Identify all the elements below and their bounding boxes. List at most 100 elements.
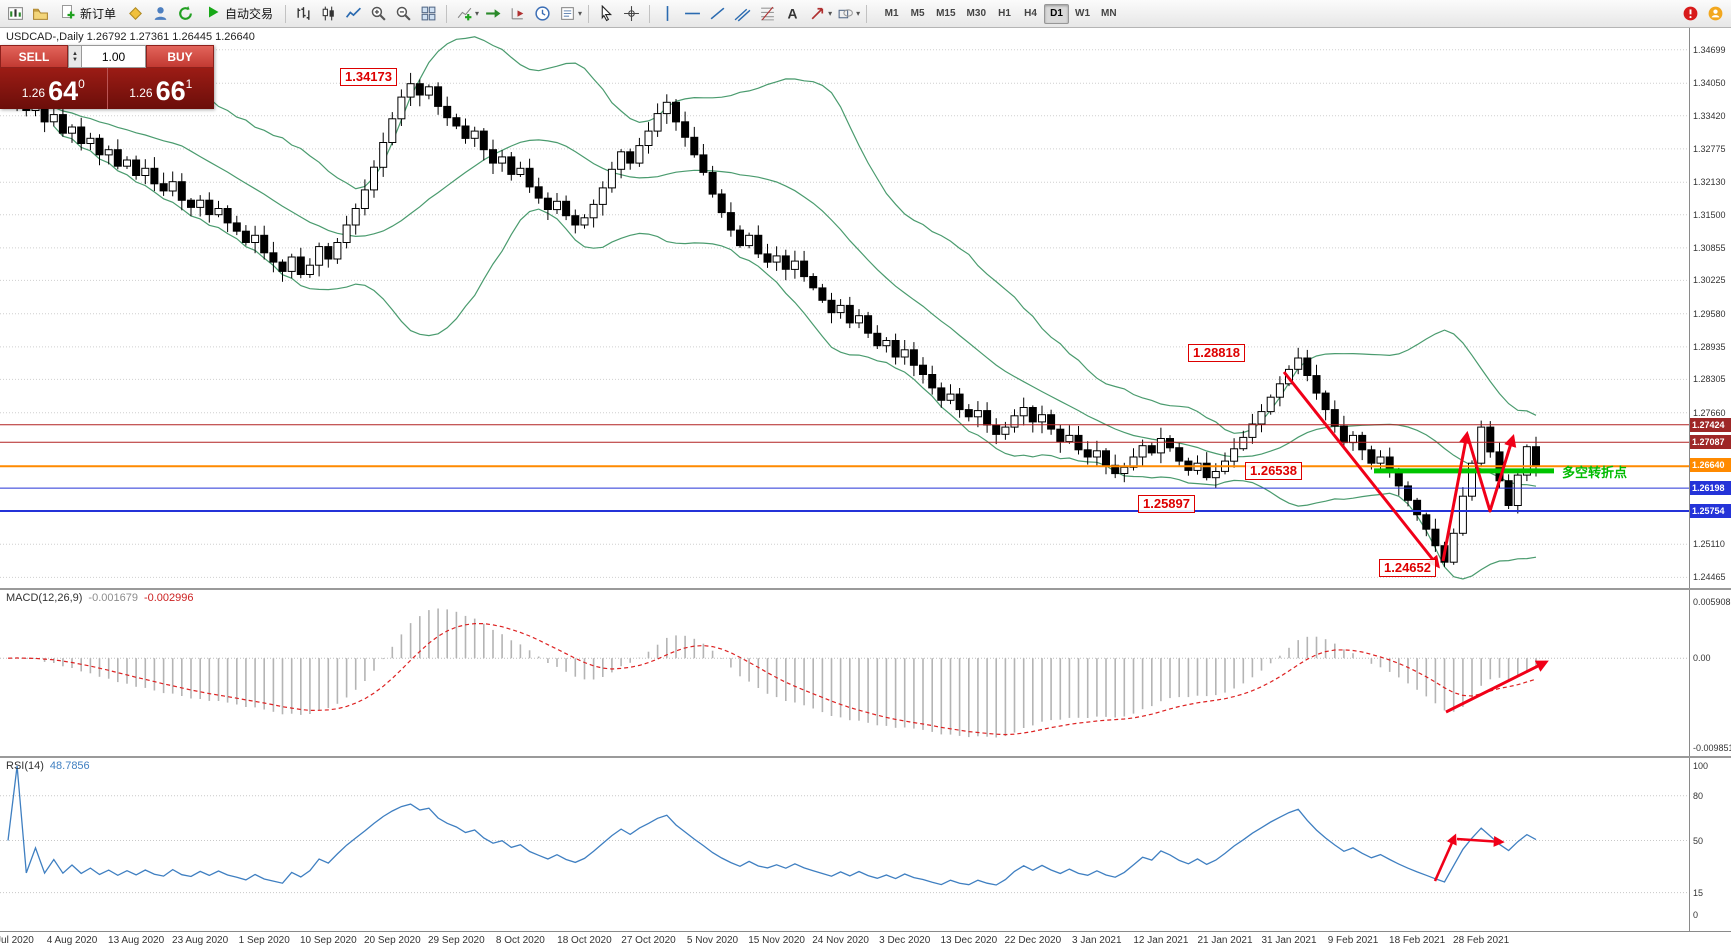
price-axis-tag: 1.27087 xyxy=(1690,435,1731,450)
arrows-dropdown-caret[interactable]: ▾ xyxy=(828,9,833,18)
macd-value: -0.001679 xyxy=(88,592,138,604)
account-icon[interactable] xyxy=(1704,3,1727,25)
timeframe-mn[interactable]: MN xyxy=(1101,8,1117,19)
macd-axis-label: 0.005908 xyxy=(1693,597,1731,607)
rsi-value: 48.7856 xyxy=(49,760,90,772)
time-axis-label: 4 Aug 2020 xyxy=(46,935,98,946)
timeframe-m5[interactable]: M5 xyxy=(910,8,925,19)
vertical-line-icon[interactable] xyxy=(656,3,679,25)
lot-up-icon[interactable]: ▲ xyxy=(72,50,78,57)
bollinger-bands xyxy=(53,36,1537,580)
time-axis-label: 26 Jul 2020 xyxy=(0,935,34,946)
bar-chart-icon[interactable] xyxy=(292,3,315,25)
price-callout[interactable]: 1.26538 xyxy=(1245,461,1302,480)
price-callout[interactable]: 1.24652 xyxy=(1379,558,1436,577)
time-axis-label: 29 Sep 2020 xyxy=(427,935,485,946)
price-axis[interactable]: 1.34699 1.34050 1.33420 1.32775 1.32130 1.315… xyxy=(1689,28,1731,588)
new-chart-icon[interactable] xyxy=(4,3,27,25)
timeframe-h4[interactable]: H4 xyxy=(1024,8,1037,19)
lot-input[interactable] xyxy=(82,46,145,67)
fibonacci-icon[interactable] xyxy=(756,3,779,25)
price-axis-label: 1.29580 xyxy=(1693,308,1726,319)
line-chart-icon[interactable] xyxy=(342,3,365,25)
price-callout[interactable]: 1.25897 xyxy=(1138,494,1195,513)
templates-dropdown-caret[interactable]: ▾ xyxy=(578,9,583,18)
macd-arrow[interactable] xyxy=(1445,660,1549,714)
macd-name: MACD(12,26,9) xyxy=(6,592,83,604)
templates-icon[interactable] xyxy=(556,3,579,25)
lot-stepper[interactable]: ▲ ▼ xyxy=(68,45,82,68)
candlestick-chart-icon[interactable] xyxy=(317,3,340,25)
arrows-tool-icon[interactable] xyxy=(806,3,829,25)
toolbar-separator xyxy=(866,4,868,23)
cursor-icon[interactable] xyxy=(595,3,618,25)
time-axis[interactable]: 26 Jul 2020 4 Aug 2020 13 Aug 2020 23 Aug 2… xyxy=(0,931,1731,950)
sell-price-prefix: 1.26 xyxy=(21,86,46,100)
shapes-icon[interactable] xyxy=(834,3,857,25)
price-axis-label: 1.32775 xyxy=(1693,143,1726,154)
price-callout[interactable]: 1.28818 xyxy=(1188,344,1245,362)
lot-down-icon[interactable]: ▼ xyxy=(72,56,78,63)
price-axis-label: 1.28305 xyxy=(1693,374,1726,385)
rsi-axis[interactable]: 100 80 50 15 0 xyxy=(1689,758,1731,931)
rsi-name: RSI(14) xyxy=(6,760,44,772)
main-chart-panel: USDCAD-,Daily 1.26792 1.27361 1.26445 1.… xyxy=(0,28,1731,590)
timeframe-w1[interactable]: W1 xyxy=(1075,8,1090,19)
crosshair-icon[interactable] xyxy=(620,3,643,25)
text-tool-icon[interactable]: A xyxy=(781,3,804,25)
timeframe-m15[interactable]: M15 xyxy=(936,8,956,19)
time-axis-label: 8 Oct 2020 xyxy=(495,935,545,946)
timeframe-m1[interactable]: M1 xyxy=(884,8,899,19)
time-axis-label: 31 Jan 2021 xyxy=(1261,935,1317,946)
grid-lines xyxy=(0,49,1689,578)
auto-scroll-icon[interactable] xyxy=(481,3,504,25)
clock-icon[interactable] xyxy=(531,3,554,25)
rsi-axis-label: 100 xyxy=(1693,761,1709,771)
buy-button[interactable]: BUY xyxy=(146,45,214,68)
macd-axis[interactable]: 0.005908 0.00 -0.009851 xyxy=(1689,590,1731,756)
alert-icon[interactable] xyxy=(1679,3,1702,25)
trend-arrows[interactable] xyxy=(1282,371,1517,569)
sell-button[interactable]: SELL xyxy=(0,45,68,68)
rsi-arrows[interactable] xyxy=(1433,833,1505,882)
navigator-icon[interactable] xyxy=(149,3,172,25)
price-axis-tag: 1.25754 xyxy=(1690,504,1731,518)
horizontal-level-lines[interactable] xyxy=(0,424,1689,512)
time-axis-label: 5 Nov 2020 xyxy=(686,935,739,946)
autotrading-button[interactable]: 自动交易 xyxy=(199,3,279,25)
time-axis-label: 27 Oct 2020 xyxy=(621,935,676,946)
time-axis-label: 13 Aug 2020 xyxy=(108,935,165,946)
toolbar-separator xyxy=(588,4,590,23)
tile-windows-icon[interactable] xyxy=(417,3,440,25)
rsi-axis-label: 0 xyxy=(1693,910,1699,920)
rsi-line xyxy=(7,765,1537,886)
rsi-label: RSI(14) 48.7856 xyxy=(6,760,90,772)
buy-price-big: 66 xyxy=(155,76,186,106)
timeframe-m30[interactable]: M30 xyxy=(966,8,986,19)
price-callout[interactable]: 1.34173 xyxy=(340,67,397,86)
toolbar: 新订单 自动交易 xyxy=(0,0,1731,28)
refresh-icon[interactable] xyxy=(174,3,197,25)
trendline-icon[interactable] xyxy=(706,3,729,25)
sell-price[interactable]: 1.26 64 0 xyxy=(0,68,107,109)
price-axis-label: 1.30225 xyxy=(1693,275,1726,286)
indicators-dropdown-caret[interactable]: ▾ xyxy=(475,9,480,18)
timeframe-h1[interactable]: H1 xyxy=(998,8,1011,19)
timeframe-group: M1 M5 M15 M30 H1 H4 D1 W1 MN xyxy=(879,3,1121,24)
horizontal-line-icon[interactable] xyxy=(681,3,704,25)
macd-panel: MACD(12,26,9) -0.001679 -0.002996 0.005908… xyxy=(0,590,1731,758)
zoom-out-icon[interactable] xyxy=(392,3,415,25)
buy-price[interactable]: 1.26 66 1 xyxy=(106,68,215,109)
timeframe-d1[interactable]: D1 xyxy=(1044,3,1069,24)
zoom-in-icon[interactable] xyxy=(367,3,390,25)
price-axis-label: 1.33420 xyxy=(1693,110,1726,121)
channel-icon[interactable] xyxy=(731,3,754,25)
indicators-icon[interactable] xyxy=(453,3,476,25)
profiles-icon[interactable] xyxy=(29,3,52,25)
chart-shift-icon[interactable] xyxy=(506,3,529,25)
new-order-button[interactable]: 新订单 xyxy=(54,3,122,25)
rsi-axis-label: 15 xyxy=(1693,887,1704,898)
toolbar-separator xyxy=(446,4,448,23)
metaeditor-icon[interactable] xyxy=(124,3,147,25)
shapes-dropdown-caret[interactable]: ▾ xyxy=(856,9,861,18)
